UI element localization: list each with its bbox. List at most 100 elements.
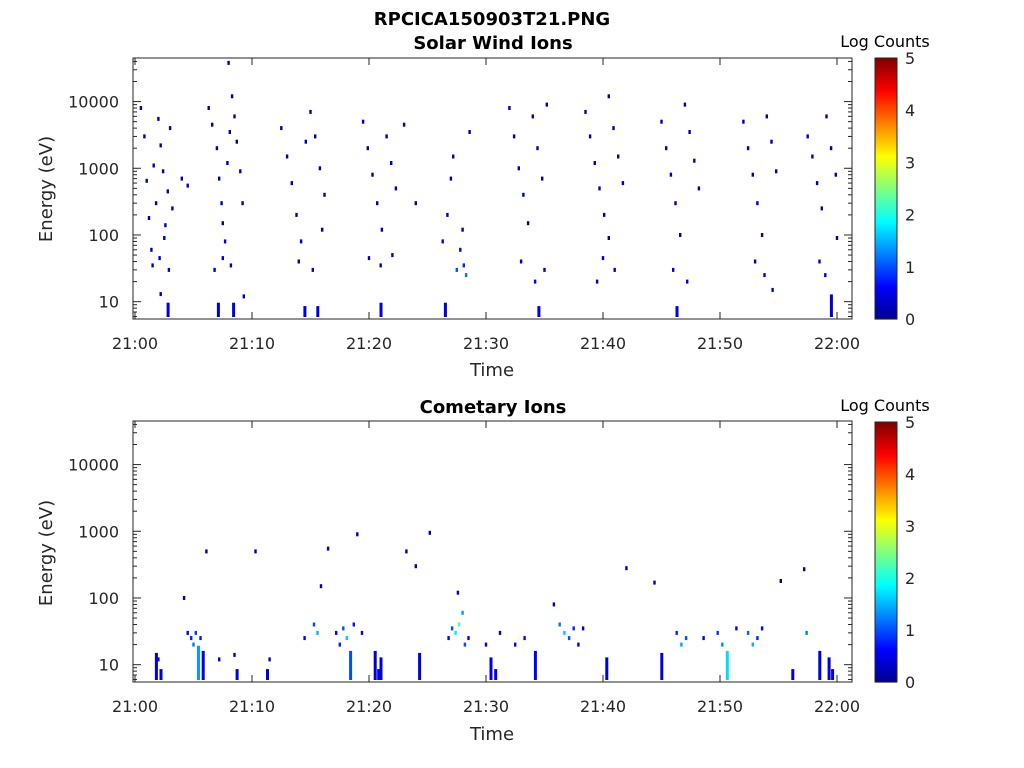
heatmap-cell	[775, 169, 778, 174]
colorbar-segment	[875, 284, 897, 287]
colorbar-segment	[875, 651, 897, 655]
heatmap-cell	[545, 102, 548, 107]
colorbar-segment	[875, 242, 897, 246]
heatmap-cell	[147, 216, 151, 220]
colorbar-segment	[875, 543, 897, 547]
heatmap-cell	[598, 186, 601, 191]
heatmap-cell	[601, 256, 605, 261]
colorbar-segment	[875, 458, 897, 462]
heatmap-cell	[145, 178, 148, 183]
colorbar-segment	[875, 229, 897, 233]
x-tick-label: 21:00	[112, 334, 158, 353]
solar-wind-ylabel: Energy (eV)	[36, 136, 57, 242]
heatmap-cell	[760, 626, 764, 631]
heatmap-cell	[572, 626, 575, 631]
colorbar-segment	[875, 554, 897, 557]
heatmap-cell	[164, 223, 167, 228]
heatmap-cell	[552, 602, 556, 607]
colorbar-segment	[875, 175, 897, 179]
colorbar-segment	[875, 530, 897, 534]
heatmap-cell	[233, 114, 236, 119]
colorbar-segment	[875, 253, 897, 257]
colorbar-segment	[875, 526, 897, 529]
heatmap-cell	[455, 267, 458, 272]
colorbar-segment	[875, 504, 897, 508]
heatmap-cell	[405, 549, 408, 554]
colorbar-segment	[875, 597, 897, 601]
heatmap-cell	[526, 221, 530, 226]
colorbar-segment	[875, 158, 897, 161]
heatmap-cell	[216, 302, 220, 317]
cometary-colorbar-label: Log Counts	[840, 396, 930, 415]
heatmap-cell	[771, 287, 774, 292]
colorbar-segment	[875, 214, 897, 218]
colorbar-segment	[875, 461, 897, 464]
heatmap-cell	[414, 201, 417, 206]
heatmap-cell	[660, 652, 664, 680]
colorbar-segment	[875, 312, 897, 316]
x-tick-label: 21:20	[346, 334, 392, 353]
heatmap-cell	[584, 109, 587, 114]
x-tick-label: 22:00	[814, 334, 860, 353]
colorbar-segment	[875, 523, 897, 527]
colorbar-segment	[875, 634, 897, 638]
heatmap-cell	[143, 134, 146, 139]
heatmap-cell	[605, 657, 609, 680]
heatmap-cell	[531, 114, 534, 119]
colorbar-segment	[875, 441, 897, 445]
x-tick-label: 22:00	[814, 697, 860, 716]
colorbar-segment	[875, 500, 897, 503]
heatmap-cell	[831, 669, 835, 680]
heatmap-cell	[201, 650, 205, 680]
heatmap-cell	[242, 294, 245, 299]
solar-wind-colorbar: 0 1 2 3 4 5	[874, 49, 915, 329]
heatmap-cell	[675, 630, 678, 635]
colorbar-segment	[875, 234, 897, 237]
heatmap-cell	[385, 134, 388, 139]
heatmap-cell	[603, 212, 606, 217]
colorbar-segment	[875, 58, 897, 61]
heatmap-cell	[577, 642, 580, 647]
heatmap-cell	[457, 622, 461, 627]
heatmap-cell	[418, 652, 422, 680]
colorbar-segment	[875, 519, 897, 523]
x-tick-label: 21:40	[580, 697, 626, 716]
heatmap-cell	[563, 630, 566, 635]
heatmap-cell	[227, 60, 230, 65]
heatmap-cell	[379, 657, 383, 680]
colorbar-segment	[875, 301, 897, 305]
colorbar-segment	[875, 510, 897, 514]
heatmap-cell	[617, 154, 620, 159]
colorbar-segment	[875, 534, 897, 538]
heatmap-cell	[684, 636, 688, 641]
x-tick-label: 21:50	[697, 697, 743, 716]
heatmap-cell	[151, 263, 154, 268]
colorbar-segment	[875, 262, 897, 266]
heatmap-cell	[751, 172, 754, 177]
colorbar-segment	[875, 245, 897, 248]
heatmap-cell	[366, 146, 369, 151]
x-tick-label: 21:50	[697, 334, 743, 353]
heatmap-cell	[268, 657, 271, 662]
heatmap-cell	[756, 201, 759, 206]
colorbar-segment	[875, 210, 897, 214]
heatmap-cell	[205, 549, 208, 554]
cometary-ylabel: Energy (eV)	[36, 500, 57, 606]
colorbar-segment	[875, 491, 897, 495]
colorbar-segment	[875, 673, 897, 677]
heatmap-cell	[558, 622, 561, 627]
heatmap-cell	[517, 166, 520, 171]
heatmap-cell	[669, 172, 673, 177]
colorbar-segment	[875, 73, 897, 76]
colorbar-segment	[875, 192, 897, 196]
cometary-heatmap	[154, 530, 835, 680]
solar-wind-colorbar-label: Log Counts	[840, 32, 930, 51]
cometary-y-ticks: 10 100 1000 10000	[68, 423, 852, 680]
colorbar-segment	[875, 275, 897, 279]
colorbar-segment	[875, 454, 897, 458]
colorbar-segment	[875, 424, 897, 427]
colorbar-segment	[875, 636, 897, 640]
colorbar-segment	[875, 443, 897, 447]
colorbar-segment	[875, 97, 897, 100]
heatmap-cell	[461, 610, 464, 615]
